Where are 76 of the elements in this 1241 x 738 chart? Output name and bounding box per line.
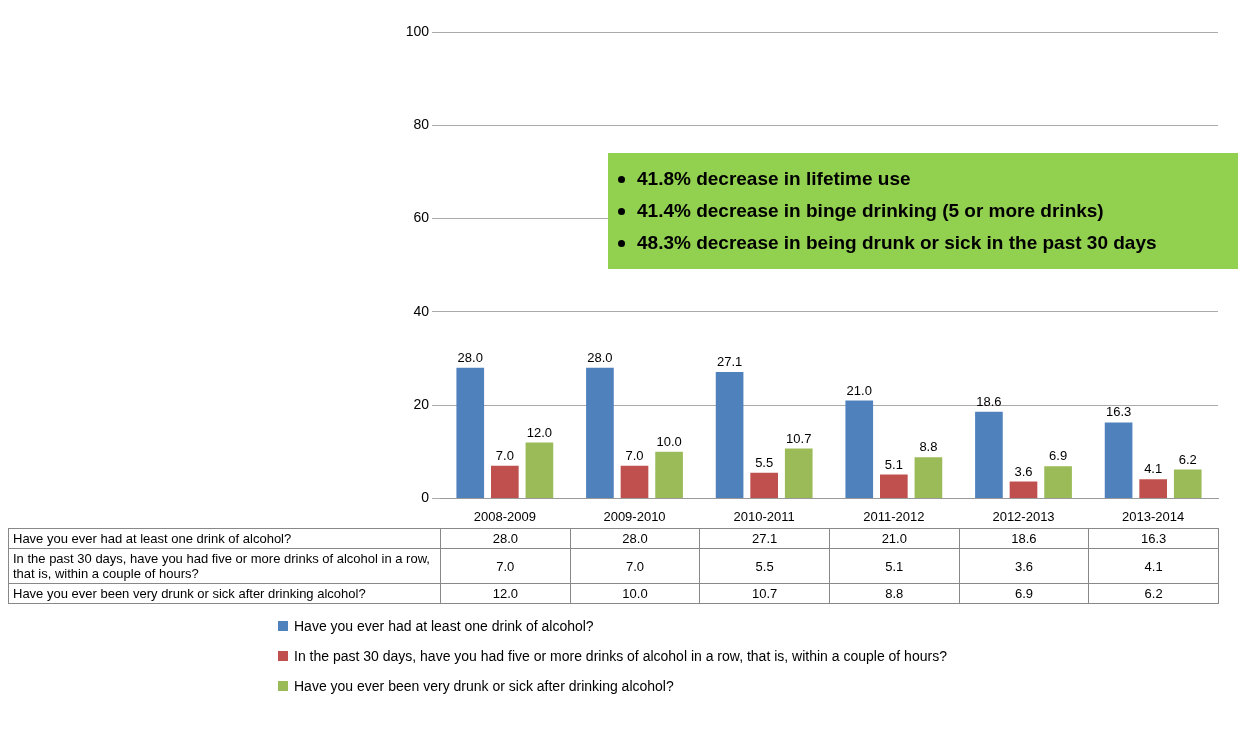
legend-label: In the past 30 days, have you had five or more drinks of alcohol in a row, that is, within a couple of hours? — [294, 648, 947, 664]
y-tick-label: 80 — [413, 116, 430, 133]
text: 7.0 — [495, 447, 514, 463]
data-label: 8.8 — [829, 583, 960, 604]
bar — [845, 400, 874, 498]
bar — [456, 367, 485, 498]
text: 5.1 — [884, 456, 903, 472]
annotation: 41.4% decrease in binge drinking (5 or more drinks) — [637, 199, 1104, 223]
text: 3.6 — [1014, 463, 1033, 479]
data-label: 3.6 — [959, 548, 1089, 584]
y-tick-label: 20 — [413, 395, 430, 412]
x-tick-label: 2011-2012 — [863, 508, 925, 524]
bar — [784, 448, 813, 498]
bar — [715, 372, 744, 498]
text: Have you ever been very drunk or sick after drinking alcohol? — [13, 586, 366, 601]
data-label: 10.0 — [570, 583, 700, 604]
bar — [1139, 479, 1167, 498]
text: 4.1 — [1144, 461, 1163, 477]
bar — [1104, 422, 1133, 498]
bar — [975, 411, 1003, 498]
text: 10.7 — [786, 430, 812, 446]
bar — [655, 451, 683, 498]
data-label: 27.1 — [699, 528, 830, 549]
text: Have you ever had at least one drink of alcohol? — [13, 531, 292, 546]
bar — [491, 465, 519, 498]
text: 6.9 — [1049, 448, 1068, 464]
data-label: 28.0 — [440, 528, 571, 549]
annotation: 48.3% decrease in being drunk or sick in the past 30 days — [637, 231, 1157, 255]
bar — [525, 442, 554, 498]
data-label: 4.1 — [1088, 548, 1219, 584]
annotation: 41.8% decrease in lifetime use — [637, 167, 911, 191]
data-label: 5.5 — [699, 548, 830, 584]
text: 28.0 — [457, 349, 483, 365]
text: 10.0 — [656, 433, 682, 449]
data-label: 7.0 — [440, 548, 571, 584]
text: In the past 30 days, have you had five or more drinks of alcohol in a row, that is, within a couple of hours? — [13, 551, 430, 581]
bar — [880, 474, 908, 498]
x-tick-label: 2013-2014 — [1122, 508, 1185, 524]
bar — [1044, 466, 1072, 498]
text: 12.0 — [526, 424, 553, 440]
x-tick-label: 2008-2009 — [473, 508, 536, 524]
bar — [750, 472, 778, 498]
x-tick-label: 2012-2013 — [992, 508, 1055, 524]
legend-label: Have you ever had at least one drink of alcohol? — [294, 618, 594, 634]
y-tick-label: 40 — [413, 302, 430, 319]
text: 18.6 — [976, 393, 1002, 409]
y-tick-label: 60 — [413, 209, 430, 226]
text: 6.2 — [1178, 451, 1197, 467]
bar — [914, 457, 943, 498]
data-label: 10.7 — [699, 583, 830, 604]
text: 16.3 — [1105, 404, 1132, 420]
data-label: 5.1 — [829, 548, 960, 584]
x-tick-label: 2009-2010 — [603, 508, 666, 524]
x-tick-label: 2010-2011 — [733, 508, 795, 524]
legend-label: Have you ever been very drunk or sick after drinking alcohol? — [294, 678, 674, 694]
text: 27.1 — [716, 354, 743, 370]
text: 7.0 — [625, 447, 644, 463]
bar — [1009, 481, 1038, 498]
text: 8.8 — [919, 439, 938, 455]
data-label: 6.2 — [1088, 583, 1219, 604]
y-tick-label: 100 — [405, 22, 430, 39]
bar — [1173, 469, 1202, 498]
data-label: 28.0 — [570, 528, 700, 549]
text: 21.0 — [846, 382, 872, 398]
data-label: 7.0 — [570, 548, 700, 584]
data-label: 18.6 — [959, 528, 1089, 549]
data-label: 12.0 — [440, 583, 571, 604]
text: 28.0 — [587, 349, 613, 365]
bar — [586, 367, 614, 498]
data-label: 16.3 — [1088, 528, 1219, 549]
data-label: 6.9 — [959, 583, 1089, 604]
text: 5.5 — [755, 454, 774, 470]
data-label: 21.0 — [829, 528, 960, 549]
note-box: 41.8% decrease in lifetime use 41.4% decrease in binge drinking (5 or more drinks) 48.3% decrease in being drunk or sick in the past 30 days — [608, 153, 1238, 269]
y-tick-label: 0 — [421, 489, 430, 506]
bar — [620, 465, 649, 498]
